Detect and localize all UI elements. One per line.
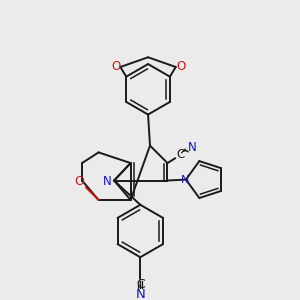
Text: N: N	[181, 175, 189, 184]
Text: N: N	[135, 288, 145, 300]
Text: N: N	[188, 141, 197, 154]
Text: N: N	[103, 175, 112, 188]
Text: O: O	[176, 61, 185, 74]
Text: C: C	[136, 278, 145, 291]
Text: C: C	[176, 148, 184, 161]
Text: O: O	[111, 61, 120, 74]
Text: O: O	[74, 175, 84, 188]
